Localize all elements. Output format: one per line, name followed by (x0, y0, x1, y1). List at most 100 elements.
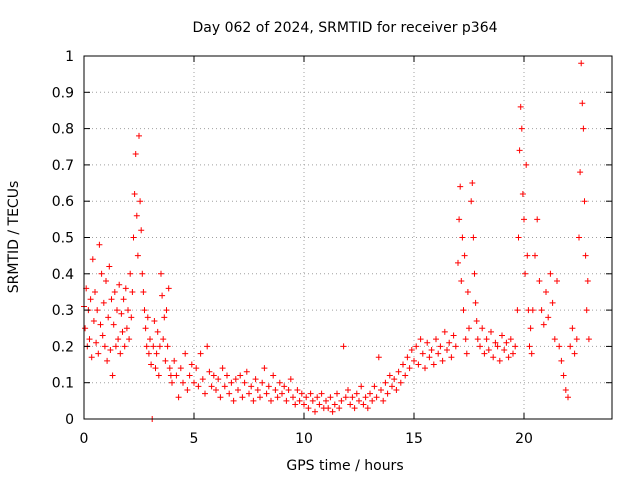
data-point (452, 343, 459, 350)
data-point (140, 288, 147, 295)
x-tick-label: 15 (405, 431, 423, 447)
data-point (145, 350, 152, 357)
x-tick-label: 10 (295, 431, 313, 447)
data-point (444, 347, 450, 354)
data-point (171, 357, 178, 364)
data-point (461, 252, 468, 259)
x-tick-label: 5 (190, 431, 199, 447)
data-point (114, 307, 120, 314)
data-point (419, 350, 426, 357)
data-point (519, 190, 526, 197)
data-point (219, 365, 226, 372)
data-point (98, 270, 105, 277)
data-point (382, 379, 389, 386)
data-point (248, 383, 255, 390)
data-point (408, 347, 415, 354)
data-point (518, 125, 525, 132)
data-point (155, 372, 162, 379)
data-point (141, 307, 148, 314)
data-point (95, 350, 102, 357)
data-point (204, 343, 211, 350)
data-point (123, 325, 130, 332)
data-point (276, 379, 283, 386)
data-point (469, 180, 476, 187)
data-point (139, 270, 146, 277)
data-point (580, 125, 587, 132)
data-point (554, 278, 560, 285)
data-point (152, 365, 159, 372)
data-point (551, 336, 558, 343)
data-point (562, 386, 569, 393)
data-point (197, 350, 204, 357)
data-point (97, 321, 104, 328)
data-point (499, 332, 505, 339)
data-point (404, 354, 411, 361)
data-point (191, 379, 197, 386)
data-point (528, 350, 535, 357)
data-point (362, 394, 369, 401)
data-point (532, 252, 538, 259)
data-point (318, 390, 325, 397)
data-point (503, 339, 510, 346)
data-point (263, 390, 270, 397)
data-point (125, 307, 131, 314)
data-point (270, 372, 277, 379)
data-point (246, 390, 252, 397)
y-tick-label: 1 (65, 49, 74, 65)
data-point (582, 252, 589, 259)
data-point (132, 151, 139, 158)
y-tick-label: 0 (65, 412, 74, 428)
data-point (106, 263, 113, 270)
data-point (492, 339, 499, 346)
data-point (450, 332, 457, 339)
data-point (353, 390, 360, 397)
data-point (307, 390, 314, 397)
data-point (316, 401, 323, 408)
data-point (380, 397, 387, 404)
data-point (100, 299, 107, 306)
y-tick-label: 0.3 (52, 303, 74, 319)
data-point (345, 386, 351, 393)
data-point (543, 288, 549, 295)
data-point (94, 307, 101, 314)
data-point (281, 383, 288, 390)
data-point (274, 394, 281, 401)
data-point (406, 365, 413, 372)
data-point (364, 405, 371, 412)
data-point (457, 183, 464, 190)
y-axis-label: SRMTID / TECUs (6, 181, 22, 294)
data-point (169, 379, 175, 386)
data-point (136, 132, 142, 139)
data-point (115, 336, 122, 343)
y-tick-label: 0.1 (52, 376, 74, 392)
data-point (538, 307, 545, 314)
data-point (309, 397, 316, 404)
data-point (259, 379, 266, 386)
data-point (239, 394, 246, 401)
y-tick-label: 0.5 (52, 231, 74, 247)
data-point (437, 343, 444, 350)
data-point (545, 314, 552, 321)
data-point (325, 405, 332, 412)
data-point (567, 343, 574, 350)
data-point (159, 292, 166, 299)
data-point (116, 281, 123, 288)
data-point (446, 339, 453, 346)
data-point (93, 339, 100, 346)
data-point (224, 372, 230, 379)
data-point (150, 343, 157, 350)
y-tick-label: 0.8 (52, 122, 74, 138)
data-point (109, 372, 116, 379)
data-point (470, 234, 477, 241)
y-tick-label: 0.6 (52, 194, 74, 210)
data-point (237, 372, 244, 379)
data-point (228, 379, 235, 386)
data-point (101, 343, 108, 350)
data-point (397, 379, 404, 386)
data-point (560, 372, 567, 379)
data-point (369, 397, 376, 404)
data-point (215, 376, 222, 383)
data-point (356, 397, 362, 404)
data-point (490, 354, 497, 361)
